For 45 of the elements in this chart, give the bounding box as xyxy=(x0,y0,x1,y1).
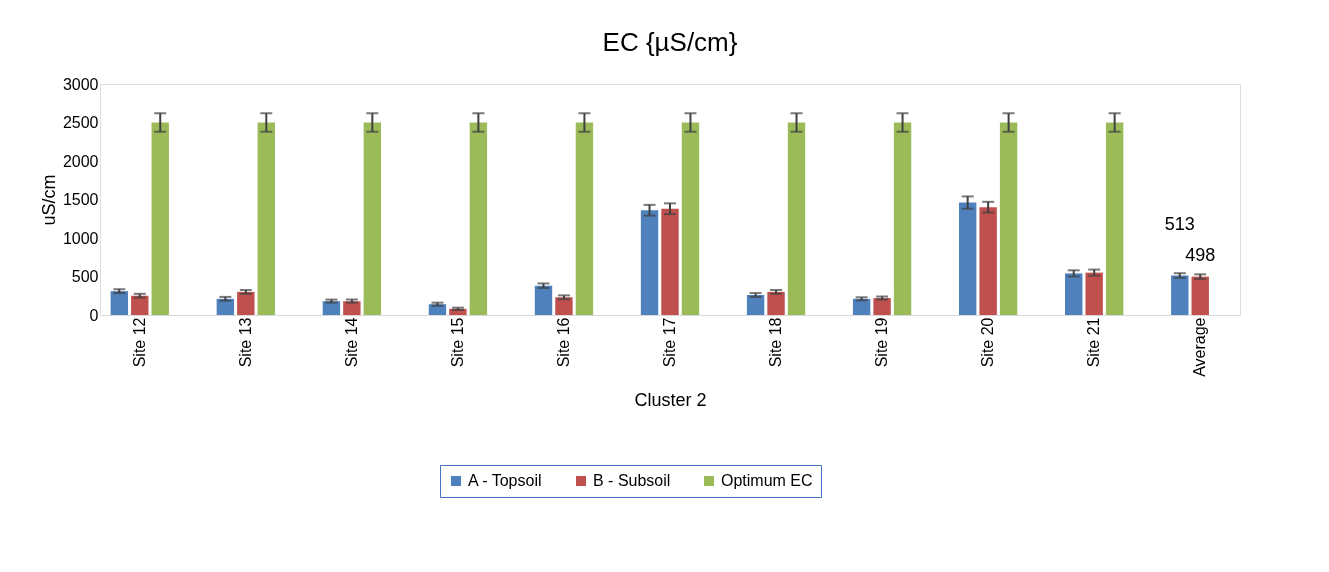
bar xyxy=(661,208,679,315)
legend-label: B - Subsoil xyxy=(593,472,671,489)
bar xyxy=(469,122,488,315)
bar xyxy=(681,122,700,315)
x-tick-label: Site 14 xyxy=(342,317,360,368)
y-tick-label: 0 xyxy=(89,306,99,324)
y-tick-label: 500 xyxy=(71,268,99,285)
x-tick-label: Site 20 xyxy=(979,317,997,368)
bar xyxy=(237,291,255,315)
bar xyxy=(575,122,594,315)
x-tick-label: Site 13 xyxy=(236,317,254,368)
x-tick-label: Site 16 xyxy=(554,317,572,368)
x-tick-label: Site 17 xyxy=(661,317,678,368)
x-axis-title: Cluster 2 xyxy=(634,389,707,410)
legend-label: Optimum EC xyxy=(721,472,813,489)
x-tick-label: Site 18 xyxy=(767,317,785,368)
bar xyxy=(979,207,997,315)
legend-label: A - Topsoil xyxy=(468,472,542,489)
bar xyxy=(257,122,275,315)
data-label: 498 xyxy=(1185,245,1216,266)
y-axis-title: uS/cm xyxy=(38,174,59,226)
bar xyxy=(873,298,891,315)
bar xyxy=(787,122,806,315)
bar xyxy=(363,122,382,315)
x-tick-label: Site 15 xyxy=(448,317,466,368)
bar xyxy=(999,122,1018,315)
bar xyxy=(767,291,785,315)
bar xyxy=(852,298,871,315)
bar xyxy=(1105,122,1124,315)
y-tick-label: 2500 xyxy=(62,114,99,131)
y-tick-label: 1500 xyxy=(62,191,99,208)
bar xyxy=(746,294,765,315)
y-tick-label: 1000 xyxy=(62,229,99,247)
bar xyxy=(958,202,977,315)
x-tick-label: Site 21 xyxy=(1085,317,1103,368)
bar xyxy=(151,122,169,315)
x-tick-label: Site 19 xyxy=(873,317,891,368)
bar xyxy=(640,210,659,315)
data-label: 513 xyxy=(1164,214,1195,235)
y-tick-label: 2000 xyxy=(62,152,99,170)
x-tick-label: Site 12 xyxy=(130,317,148,368)
chart-title: EC {µS/cm} xyxy=(602,27,738,57)
y-tick-label: 3000 xyxy=(62,75,99,93)
x-tick-label: Average xyxy=(1191,317,1209,377)
bar xyxy=(893,122,912,315)
